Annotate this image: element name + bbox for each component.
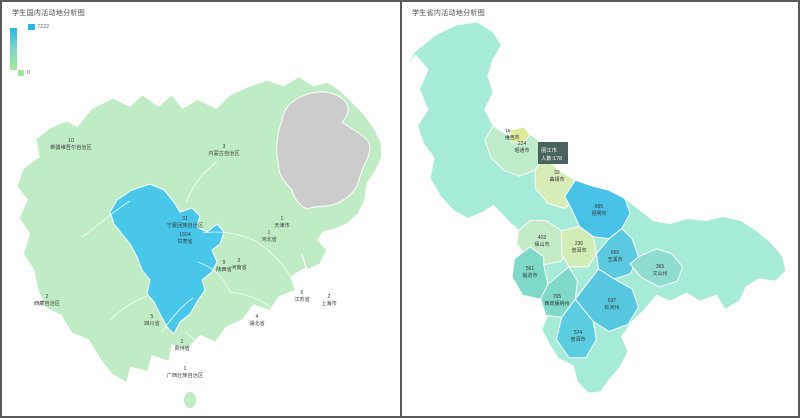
svg-text:15: 15 bbox=[505, 128, 511, 134]
svg-text:5: 5 bbox=[151, 314, 154, 320]
svg-text:人数:178: 人数:178 bbox=[541, 154, 562, 162]
svg-text:574: 574 bbox=[574, 330, 583, 336]
svg-text:曲靖市: 曲靖市 bbox=[549, 176, 564, 183]
svg-text:甘肃省: 甘肃省 bbox=[177, 237, 193, 245]
svg-text:广西壮族自治区: 广西壮族自治区 bbox=[167, 371, 203, 379]
svg-text:红河州: 红河州 bbox=[604, 304, 619, 311]
svg-text:内蒙古自治区: 内蒙古自治区 bbox=[208, 149, 239, 157]
svg-text:4: 4 bbox=[256, 314, 259, 320]
svg-text:403: 403 bbox=[538, 235, 547, 241]
svg-text:9: 9 bbox=[223, 260, 226, 266]
svg-text:河北省: 河北省 bbox=[261, 235, 277, 243]
svg-text:365: 365 bbox=[656, 264, 665, 270]
svg-text:上海市: 上海市 bbox=[321, 299, 337, 307]
svg-text:2: 2 bbox=[328, 294, 331, 300]
svg-text:6: 6 bbox=[301, 290, 304, 296]
svg-text:665: 665 bbox=[611, 250, 620, 256]
svg-text:玉溪市: 玉溪市 bbox=[607, 256, 622, 263]
svg-text:637: 637 bbox=[608, 298, 617, 304]
svg-text:湖北省: 湖北省 bbox=[249, 319, 265, 327]
svg-text:31: 31 bbox=[182, 216, 188, 222]
svg-text:普洱市: 普洱市 bbox=[570, 336, 585, 343]
svg-text:1: 1 bbox=[184, 366, 187, 372]
svg-text:陕西省: 陕西省 bbox=[216, 265, 232, 273]
svg-text:1604: 1604 bbox=[179, 232, 191, 238]
svg-text:新疆维吾尔自治区: 新疆维吾尔自治区 bbox=[50, 143, 92, 151]
svg-text:普洱市: 普洱市 bbox=[571, 247, 586, 254]
svg-text:705: 705 bbox=[553, 294, 562, 300]
svg-text:昭通市: 昭通市 bbox=[514, 147, 529, 154]
svg-text:四川省: 四川省 bbox=[144, 319, 160, 327]
svg-text:保山市: 保山市 bbox=[534, 241, 549, 248]
svg-text:32: 32 bbox=[554, 170, 560, 176]
svg-text:224: 224 bbox=[518, 141, 527, 147]
svg-text:天津市: 天津市 bbox=[274, 221, 290, 229]
svg-text:文山州: 文山州 bbox=[652, 270, 667, 277]
svg-text:贵州省: 贵州省 bbox=[174, 344, 190, 352]
svg-text:西双版纳州: 西双版纳州 bbox=[544, 300, 569, 307]
svg-text:昆明市: 昆明市 bbox=[591, 210, 606, 217]
svg-text:丽江市: 丽江市 bbox=[541, 146, 558, 154]
svg-text:1: 1 bbox=[268, 230, 271, 236]
svg-text:2: 2 bbox=[238, 258, 241, 264]
svg-text:河南省: 河南省 bbox=[231, 263, 247, 271]
svg-text:230: 230 bbox=[575, 241, 584, 247]
svg-text:维西市: 维西市 bbox=[505, 134, 520, 141]
svg-text:10: 10 bbox=[68, 138, 74, 144]
svg-text:西藏自治区: 西藏自治区 bbox=[34, 299, 60, 307]
svg-text:宁夏回族自治区: 宁夏回族自治区 bbox=[167, 221, 203, 229]
svg-text:3: 3 bbox=[223, 144, 226, 150]
svg-text:临沧市: 临沧市 bbox=[522, 272, 537, 279]
svg-text:1: 1 bbox=[181, 339, 184, 345]
svg-text:1: 1 bbox=[281, 216, 284, 222]
svg-text:895: 895 bbox=[595, 204, 604, 210]
svg-text:江苏省: 江苏省 bbox=[294, 295, 310, 303]
svg-text:2: 2 bbox=[46, 294, 49, 300]
svg-text:561: 561 bbox=[526, 266, 535, 272]
